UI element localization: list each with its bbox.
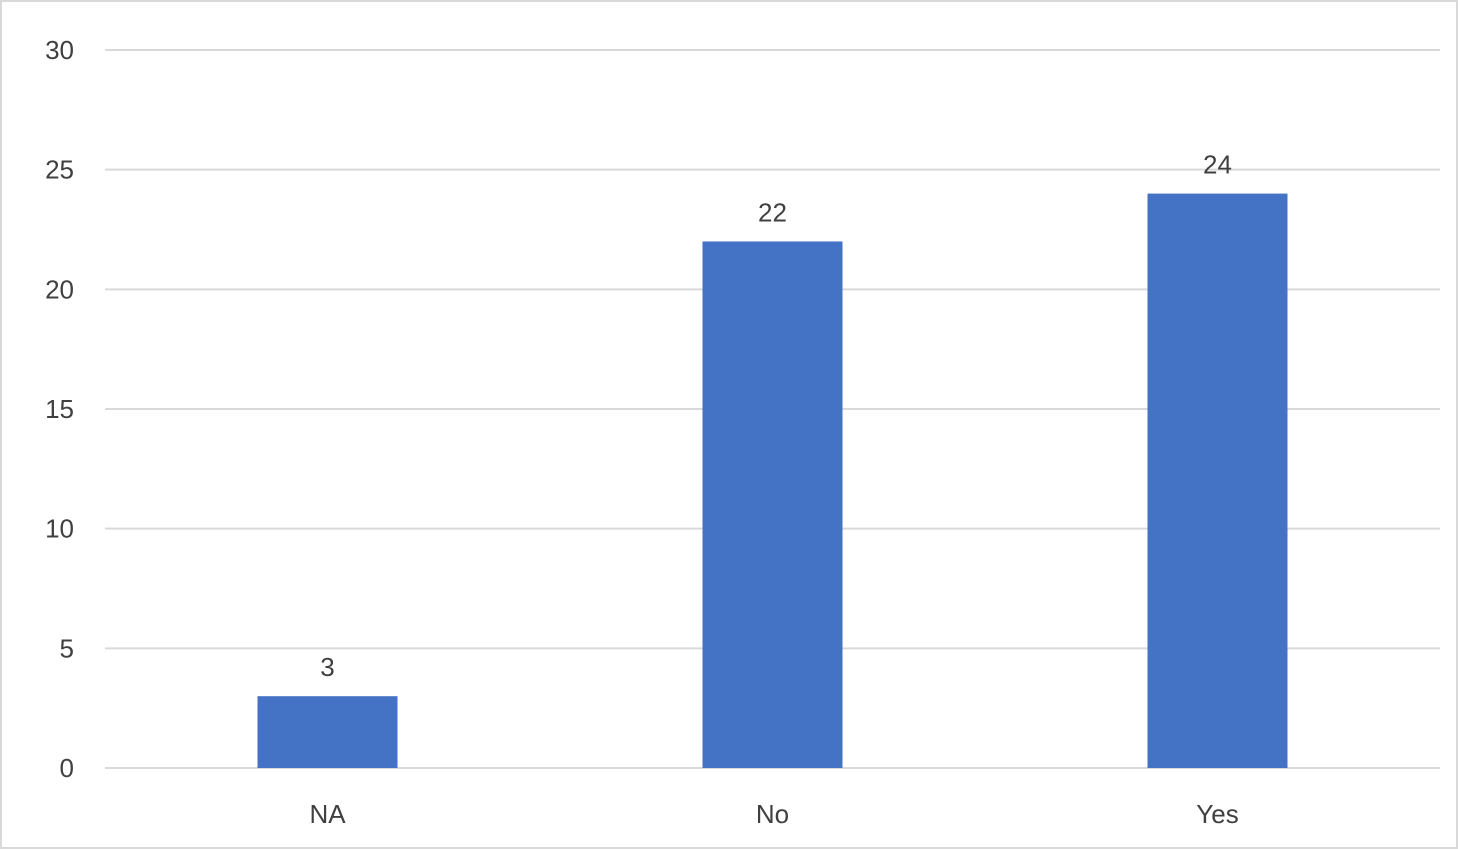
- data-label-no: 22: [758, 197, 787, 227]
- y-tick-label: 10: [45, 514, 74, 544]
- y-tick-label: 25: [45, 155, 74, 185]
- x-category-label-yes: Yes: [1196, 799, 1238, 829]
- bars: [257, 193, 1288, 769]
- x-axis-category-labels: NA No Yes: [309, 799, 1238, 829]
- bar-yes: [1147, 193, 1288, 769]
- y-tick-label: 30: [45, 35, 74, 65]
- x-category-label-na: NA: [309, 799, 346, 829]
- bar-na: [257, 696, 398, 768]
- bar-no: [702, 241, 843, 768]
- data-labels: 3 22 24: [320, 150, 1232, 683]
- y-tick-label: 20: [45, 274, 74, 304]
- data-label-yes: 24: [1203, 150, 1232, 180]
- x-category-label-no: No: [756, 799, 789, 829]
- y-tick-label: 0: [60, 753, 74, 783]
- y-axis-tick-labels: 0 5 10 15 20 25 30: [45, 35, 74, 783]
- data-label-na: 3: [320, 652, 334, 682]
- y-tick-label: 15: [45, 394, 74, 424]
- y-tick-label: 5: [60, 633, 74, 663]
